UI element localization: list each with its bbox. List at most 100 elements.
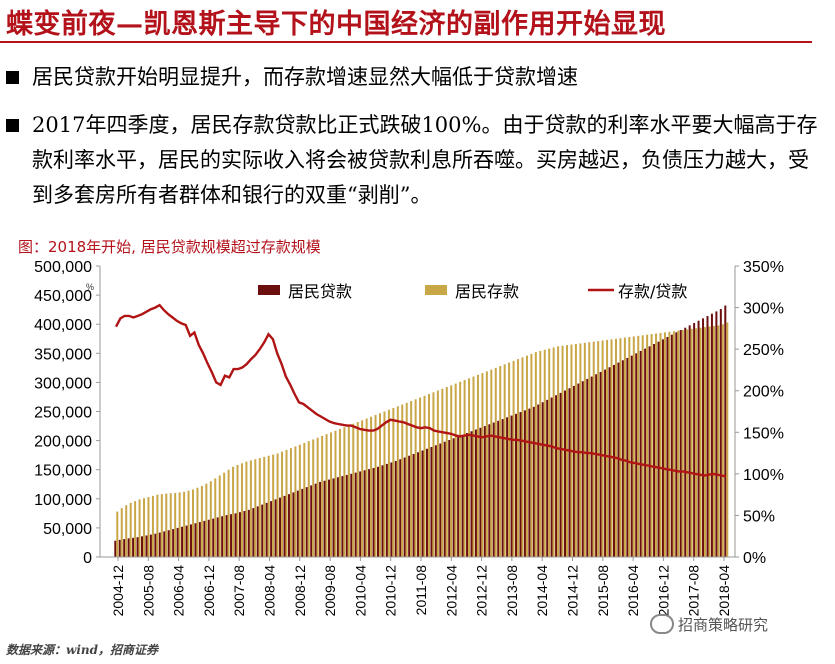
loan-bar: [644, 348, 647, 557]
deposit-bar: [517, 359, 520, 557]
loan-bar: [443, 441, 446, 557]
deposit-bar: [254, 459, 257, 557]
deposit-bar: [209, 481, 212, 557]
loan-bar: [216, 517, 219, 557]
deposit-bar: [356, 421, 359, 557]
bullet-square-icon: [6, 71, 19, 84]
deposit-bar: [708, 326, 711, 557]
deposit-bar: [619, 338, 622, 557]
deposit-bar: [588, 342, 591, 557]
loan-bar: [368, 469, 371, 557]
chart-axes: 0 50,000 100,000 150,000 200,000 250,000 300,0…: [34, 259, 784, 616]
deposit-bar: [330, 432, 333, 557]
loan-bar: [523, 410, 526, 557]
deposit-bar: [472, 376, 475, 557]
deposit-bar: [459, 381, 462, 557]
loan-bar: [372, 467, 375, 557]
loan-bar: [479, 427, 482, 557]
deposit-bar: [414, 399, 417, 557]
deposit-bar: [476, 374, 479, 557]
loan-bar: [123, 539, 126, 557]
loan-bar: [154, 533, 157, 557]
left-axis-unit-mark: %: [86, 282, 94, 292]
loan-bar: [403, 457, 406, 557]
loan-bar: [519, 412, 522, 557]
deposit-bar: [552, 347, 555, 557]
loan-bar: [639, 350, 642, 557]
right-tick-label: 50%: [743, 508, 775, 525]
loan-bar: [572, 385, 575, 557]
loan-bar: [136, 537, 139, 557]
deposit-bar: [579, 343, 582, 557]
loan-bar: [483, 426, 486, 557]
figure-caption: 图：2018年开始, 居民贷款规模超过存款规模: [18, 238, 321, 256]
deposit-bar: [445, 387, 448, 557]
title-divider: [0, 41, 812, 43]
deposit-bar: [543, 349, 546, 557]
deposit-bar: [454, 383, 457, 557]
loan-bar: [586, 378, 589, 557]
deposit-bar: [681, 330, 684, 557]
bullet-item: 2017年四季度，居民存款贷款比正式跌破100%。由于贷款的利率水平要大幅高于存…: [6, 108, 821, 218]
right-tick-label: 300%: [743, 301, 784, 318]
deposit-bar: [343, 427, 346, 557]
deposit-bar: [174, 492, 177, 557]
loan-bar: [247, 509, 250, 557]
deposit-bar: [712, 325, 715, 557]
loan-bar: [661, 339, 664, 557]
deposit-bar: [646, 334, 649, 557]
legend-swatch: [258, 285, 280, 295]
loan-bar: [532, 406, 535, 557]
loan-bar: [270, 501, 273, 557]
loan-bar: [693, 323, 696, 557]
deposit-bar: [659, 332, 662, 557]
loan-bar: [648, 346, 651, 557]
deposit-bar: [637, 335, 640, 557]
loan-bar: [350, 473, 353, 557]
loan-bar: [555, 395, 558, 557]
deposit-bar: [641, 335, 644, 557]
left-tick-label: 50,000: [43, 521, 92, 538]
loan-bar: [252, 508, 255, 557]
x-tick-label: 2007-08: [231, 565, 247, 617]
loan-bar: [630, 355, 633, 557]
deposit-bar: [191, 489, 194, 557]
left-tick-label: 400,000: [34, 317, 92, 334]
deposit-bar: [690, 328, 693, 557]
deposit-bar: [405, 402, 408, 557]
loan-bar: [568, 388, 571, 557]
deposit-bar: [281, 451, 284, 557]
loan-bar: [550, 397, 553, 557]
deposit-bar: [601, 340, 604, 557]
deposit-bar: [663, 332, 666, 557]
deposit-bar: [499, 366, 502, 557]
deposit-bar: [717, 325, 720, 557]
loan-bar: [221, 516, 224, 557]
deposit-bar: [147, 497, 150, 557]
deposit-bar: [214, 478, 217, 557]
deposits-bars: [116, 322, 729, 557]
bullet-text: 居民贷款开始明显提升，而存款增速显然大幅低于贷款增速: [32, 65, 578, 89]
loan-bar: [635, 353, 638, 557]
loan-bar: [305, 487, 308, 557]
loan-bar: [265, 502, 268, 557]
deposit-bar: [249, 460, 252, 557]
loan-bar: [158, 532, 161, 557]
loan-bar: [408, 455, 411, 557]
deposit-bar: [423, 395, 426, 557]
loan-bar: [679, 330, 682, 557]
deposit-bar: [321, 435, 324, 557]
right-tick-label: 150%: [743, 425, 784, 442]
loan-bar: [434, 445, 437, 557]
deposit-bar: [508, 362, 511, 557]
loan-bar: [341, 476, 344, 557]
left-tick-label: 250,000: [34, 405, 92, 422]
deposit-bar: [294, 446, 297, 557]
loan-bar: [430, 447, 433, 557]
deposit-bar: [200, 486, 203, 557]
deposit-bar: [410, 401, 413, 557]
loan-bar: [301, 488, 304, 557]
loan-bar: [225, 515, 228, 557]
loan-bar: [287, 494, 290, 557]
loan-bar: [719, 309, 722, 557]
